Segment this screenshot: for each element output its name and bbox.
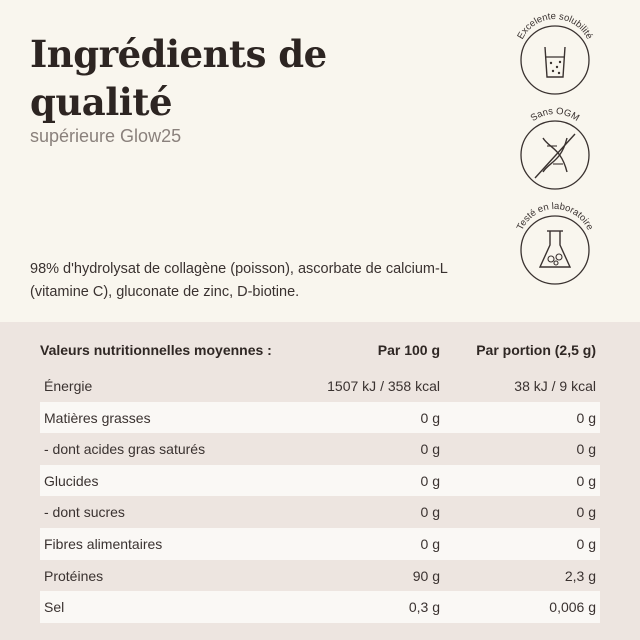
table-row: - dont sucres 0 g 0 g [40, 496, 600, 528]
row-label: - dont acides gras saturés [44, 441, 206, 458]
page-subtitle: supérieure Glow25 [30, 126, 182, 146]
glass-icon: Excelente solubilité [515, 11, 595, 95]
row-label: Protéines [44, 567, 104, 584]
row-per-portion: 0,006 g [549, 599, 596, 616]
nutrition-section: Valeurs nutritionnelles moyennes : Par 1… [0, 322, 640, 640]
row-per-portion: 2,3 g [564, 567, 596, 584]
row-per-100g: 0,3 g [408, 599, 440, 616]
table-row: Sel 0,3 g 0,006 g [40, 591, 600, 623]
row-per-100g: 0 g [420, 535, 440, 552]
table-row: Fibres alimentaires 0 g 0 g [40, 527, 600, 560]
row-label: Glucides [44, 472, 99, 489]
nutrition-table: Énergie 1507 kJ / 358 kcal 38 kJ / 9 kca… [40, 370, 600, 623]
row-per-100g: 0 g [420, 472, 440, 489]
row-label: Sel [44, 599, 65, 616]
table-row: Protéines 90 g 2,3 g [40, 560, 600, 592]
row-per-100g: 90 g [412, 567, 440, 584]
lab-flask-icon: Testé en laboratoire [515, 201, 595, 285]
header-per-100g: Par 100 g [377, 342, 440, 358]
row-per-portion: 0 g [576, 504, 596, 521]
header-per-portion: Par portion (2,5 g) [476, 342, 596, 358]
header-label: Valeurs nutritionnelles moyennes : [40, 342, 272, 358]
row-per-portion: 38 kJ / 9 kcal [514, 378, 596, 394]
table-row: Énergie 1507 kJ / 358 kcal 38 kJ / 9 kca… [40, 370, 600, 402]
row-per-100g: 0 g [420, 409, 440, 426]
page-title: Ingrédients de qualité [30, 32, 327, 124]
row-per-portion: 0 g [576, 535, 596, 552]
badge-solubility: Excelente solubilité [505, 5, 605, 105]
row-label: Matières grasses [44, 409, 151, 426]
badge-lab-tested: Testé en laboratoire [505, 195, 605, 295]
row-per-100g: 0 g [420, 441, 440, 458]
no-gmo-dna-icon: Sans OGM [520, 106, 590, 190]
row-per-portion: 0 g [576, 472, 596, 489]
table-row: Matières grasses 0 g 0 g [40, 401, 600, 434]
ingredients-text: 98% d'hydrolysat de collagène (poisson),… [30, 261, 448, 300]
badge-no-gmo: Sans OGM [505, 100, 605, 200]
table-row: - dont acides gras saturés 0 g 0 g [40, 433, 600, 465]
table-row: Glucides 0 g 0 g [40, 464, 600, 497]
row-per-100g: 1507 kJ / 358 kcal [327, 378, 440, 394]
row-label: - dont sucres [44, 504, 125, 521]
row-label: Énergie [44, 378, 93, 394]
nutrition-table-header: Valeurs nutritionnelles moyennes : Par 1… [40, 342, 600, 362]
header-section: Ingrédients de qualité supérieure Glow25… [30, 5, 605, 300]
row-per-portion: 0 g [576, 441, 596, 458]
row-per-100g: 0 g [420, 504, 440, 521]
row-label: Fibres alimentaires [44, 535, 163, 552]
row-per-portion: 0 g [576, 409, 596, 426]
